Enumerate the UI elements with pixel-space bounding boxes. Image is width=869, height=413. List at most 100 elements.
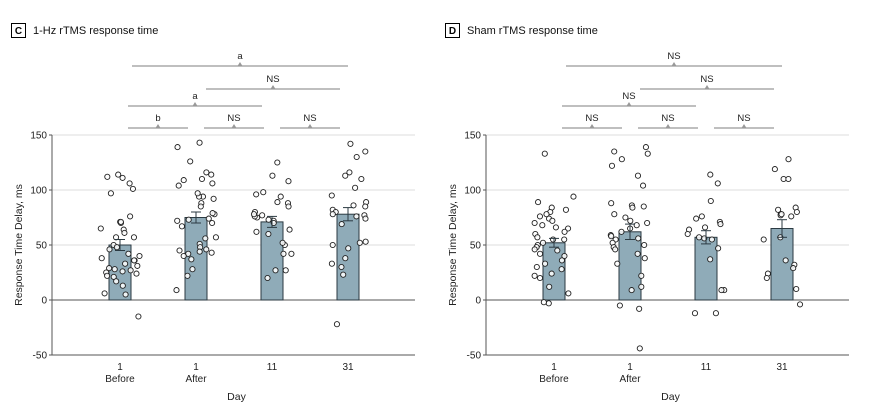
panel-d: D Sham rTMS response time -50 0 50 100 150 Resp… (445, 23, 849, 403)
data-point (638, 272, 645, 279)
bracket-marker (307, 124, 313, 128)
data-point (122, 260, 129, 267)
data-point (634, 250, 641, 257)
data-point (340, 271, 347, 278)
data-point (117, 218, 124, 225)
data-point (174, 217, 181, 224)
data-point (347, 140, 354, 147)
data-point (718, 287, 725, 294)
data-point (115, 171, 122, 178)
data-point (353, 153, 360, 161)
data-point (197, 203, 204, 210)
panel-c: C 1-Hz rTMS response time -50 0 50 100 150 Resp… (11, 23, 415, 403)
data-point (545, 300, 552, 307)
y-tick-label: 100 (464, 186, 481, 197)
data-point (362, 203, 369, 210)
data-point (274, 159, 281, 166)
data-point (280, 250, 287, 257)
x-tick-label: 1 (627, 362, 633, 373)
data-point (536, 250, 544, 257)
y-tick-label: -50 (33, 351, 48, 362)
y-tick-label: 0 (41, 296, 47, 307)
data-point (763, 274, 770, 282)
data-point (260, 189, 267, 196)
data-point (184, 272, 191, 279)
data-point (640, 203, 647, 210)
data-point (552, 224, 559, 231)
data-point (208, 171, 215, 178)
data-point (691, 310, 699, 317)
data-point (277, 193, 284, 200)
data-point (205, 215, 212, 222)
data-point (121, 229, 128, 236)
data-point (175, 182, 182, 189)
data-point (633, 222, 640, 229)
x-tick-label: 11 (701, 362, 712, 373)
bracket-marker (192, 102, 198, 106)
data-point (180, 252, 187, 260)
data-point (570, 193, 577, 200)
data-point (189, 266, 196, 273)
data-point (212, 234, 219, 241)
data-point (130, 234, 138, 241)
x-tick-sublabel: Before (539, 374, 569, 385)
data-point (279, 239, 286, 246)
data-point (641, 255, 648, 262)
data-point (707, 197, 714, 205)
data-point (636, 345, 643, 352)
data-point (608, 162, 616, 169)
data-point (536, 274, 544, 282)
bar (260, 221, 284, 301)
data-point (198, 175, 206, 183)
y-tick-label: 150 (30, 131, 47, 142)
data-point (209, 219, 216, 227)
data-point (611, 211, 618, 218)
bracket-marker (671, 62, 677, 66)
data-point (113, 278, 120, 285)
data-point (618, 228, 625, 235)
data-point (698, 213, 705, 220)
data-point (333, 321, 340, 328)
data-point (346, 169, 353, 176)
data-point (101, 290, 108, 297)
y-tick-label: 150 (464, 131, 481, 142)
data-point (558, 266, 565, 273)
x-tick-label: 1 (117, 362, 123, 373)
data-point (635, 235, 642, 242)
bracket-marker (704, 85, 710, 89)
data-point (126, 180, 133, 187)
data-point (546, 283, 553, 290)
data-point (628, 287, 635, 294)
bracket-marker (231, 124, 237, 128)
data-point (274, 199, 281, 206)
x-axis-title: Day (661, 391, 680, 403)
data-point (329, 211, 336, 218)
data-point (712, 310, 719, 317)
x-tick-sublabel: After (185, 374, 207, 385)
data-point (119, 282, 126, 289)
data-point (701, 224, 709, 231)
data-point (362, 148, 369, 155)
data-point (196, 139, 203, 146)
data-point (627, 217, 634, 224)
data-point (136, 252, 143, 260)
data-point (618, 156, 625, 163)
data-point (554, 247, 561, 254)
data-point (760, 236, 767, 243)
data-point (541, 150, 548, 157)
x-tick-label: 11 (267, 362, 278, 373)
significance-label: b (155, 113, 160, 124)
data-point (180, 177, 187, 184)
data-point (119, 174, 126, 181)
x-tick-sublabel: After (619, 374, 641, 385)
data-point (264, 274, 271, 282)
data-point (106, 246, 113, 253)
data-point (265, 216, 272, 223)
data-point (536, 213, 543, 220)
data-point (133, 270, 140, 277)
data-point (561, 252, 568, 260)
data-point (549, 217, 556, 224)
significance-label: NS (700, 74, 713, 85)
data-point (135, 313, 142, 320)
data-point (715, 245, 722, 252)
